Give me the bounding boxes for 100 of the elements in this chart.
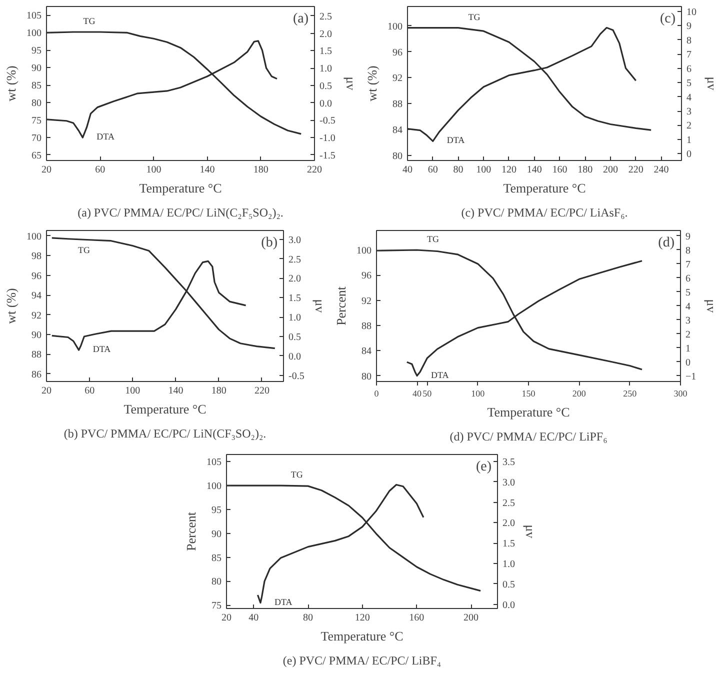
series-label: DTA	[431, 370, 450, 380]
y2-axis-title: μv	[704, 299, 720, 314]
y-tick-label: 105	[26, 10, 42, 22]
y-axis-title: wt (%)	[4, 66, 18, 102]
x-tick-label: 200	[602, 164, 618, 176]
text: (e) PVC/ PMMA/ EC/PC/ LiBF₄	[282, 654, 442, 668]
x-tick-label: 20	[42, 164, 52, 176]
y-tick-label: 96	[392, 47, 402, 58]
x-tick-label: 220	[254, 386, 270, 396]
y2-tick-label: 1.0	[288, 312, 301, 324]
y2-axis-title: μv	[704, 76, 720, 91]
series-label: TG	[78, 244, 91, 255]
y-tick-label: 92	[392, 73, 402, 84]
y2-tick-label: 10	[686, 6, 696, 18]
y-axis-title: wt (%)	[364, 66, 380, 102]
y2-tick-label: 2.5	[288, 254, 301, 266]
y2-tick-label: 0.0	[320, 98, 332, 110]
y-tick-label: 100	[26, 28, 42, 40]
y-axis-title: Percent	[334, 286, 348, 326]
y2-tick-label: 9	[686, 21, 692, 32]
y2-tick-label: 2	[686, 120, 692, 132]
y-tick-label: 70	[32, 132, 42, 144]
x-tick-label: 200	[572, 388, 586, 398]
y2-axis-title: μv	[343, 76, 358, 91]
y2-tick-label: -0.5	[288, 370, 304, 382]
y-tick-label: 98	[32, 251, 42, 262]
x-tick-label: 120	[354, 612, 370, 624]
y-tick-label: 90	[32, 63, 42, 74]
y2-tick-label: 2.0	[502, 518, 515, 530]
y2-tick-label: 5	[686, 287, 690, 298]
y2-tick-label: 3	[686, 315, 690, 326]
y2-tick-label: 3.5	[502, 456, 515, 468]
x-tick-label: 100	[146, 164, 162, 176]
y2-tick-label: 1.0	[502, 559, 515, 570]
x-axis-title: Temperature °C	[124, 402, 206, 416]
x-tick-label: 160	[409, 612, 424, 624]
x-tick-label: 220	[628, 164, 644, 176]
y2-tick-label: 4	[686, 301, 690, 312]
annotation: (d)	[658, 236, 675, 250]
x-tick-label: 250	[623, 388, 638, 398]
y2-tick-label: 0	[686, 357, 690, 368]
y2-tick-label: -1.5	[320, 150, 336, 162]
y-tick-label: 65	[32, 150, 42, 162]
y-tick-label: 85	[212, 552, 222, 564]
y2-tick-label: 0	[686, 149, 692, 160]
y2-tick-label: 4	[686, 92, 692, 104]
annotation: (e)	[476, 460, 492, 474]
text: (a) PVC/ PMMA/ EC/PC/ LiN(C₂F₅SO₂)₂.	[78, 206, 284, 220]
y2-tick-label: 2.0	[288, 274, 301, 285]
series-label: TG	[427, 234, 440, 244]
y2-tick-label: 0.5	[320, 80, 332, 92]
y-tick-label: 75	[32, 115, 42, 126]
y2-tick-label: 1.0	[320, 64, 332, 75]
x-axis-title: Temperature °C	[320, 628, 404, 644]
x-tick-label: 140	[168, 386, 184, 396]
series-label: TG	[83, 16, 96, 26]
y2-tick-label: 2.5	[320, 11, 332, 22]
x-tick-label: 80	[453, 164, 464, 176]
series-label: DTA	[96, 132, 115, 142]
y2-tick-label: 7	[686, 50, 692, 61]
series-label: TG	[468, 12, 481, 22]
x-axis-title: Temperature °C	[139, 180, 222, 196]
y2-tick-label: 2.5	[502, 498, 515, 509]
y2-tick-label: -0.5	[320, 116, 336, 127]
series-label: DTA	[446, 135, 466, 146]
x-axis-title: Temperature °C	[487, 404, 570, 420]
x-tick-label: 20	[222, 612, 232, 624]
y-tick-label: 95	[212, 505, 222, 516]
x-tick-label: 150	[522, 388, 536, 398]
x-tick-label: 100	[125, 386, 140, 396]
x-tick-label: 40	[402, 164, 412, 176]
y-tick-label: 92	[32, 310, 42, 322]
y2-tick-label: 6	[686, 273, 690, 284]
x-tick-label: 240	[654, 164, 669, 176]
y2-tick-label: 3	[686, 106, 692, 118]
y-tick-label: 96	[362, 270, 372, 282]
y-tick-label: 96	[32, 270, 42, 282]
x-tick-label: 100	[471, 388, 486, 398]
x-tick-label: 40	[248, 612, 259, 624]
y2-tick-label: 3.0	[502, 477, 515, 488]
x-tick-label: 0	[374, 388, 380, 398]
y2-tick-label: 1.5	[502, 538, 515, 550]
x-tick-label: 220	[307, 164, 322, 176]
y-tick-label: 75	[212, 600, 222, 612]
y2-axis-title: μv	[523, 524, 538, 539]
x-tick-label: 20	[42, 386, 52, 396]
y-tick-label: 95	[32, 46, 42, 57]
x-tick-label: 180	[211, 386, 226, 396]
y-tick-label: 80	[362, 371, 372, 382]
y-tick-label: 88	[362, 321, 372, 332]
y-tick-label: 100	[26, 231, 42, 242]
y2-tick-label: 2.0	[320, 28, 332, 40]
x-tick-label: 60	[428, 164, 438, 176]
annotation: (a)	[292, 12, 309, 26]
x-tick-label: 60	[95, 164, 106, 176]
x-tick-label: 50	[422, 388, 432, 398]
series-label: DTA	[92, 344, 112, 354]
x-tick-label: 180	[578, 164, 593, 176]
text: (d) PVC/ PMMA/ EC/PC/ LiPF₆	[450, 430, 608, 444]
y2-tick-label: -1.0	[320, 133, 336, 144]
